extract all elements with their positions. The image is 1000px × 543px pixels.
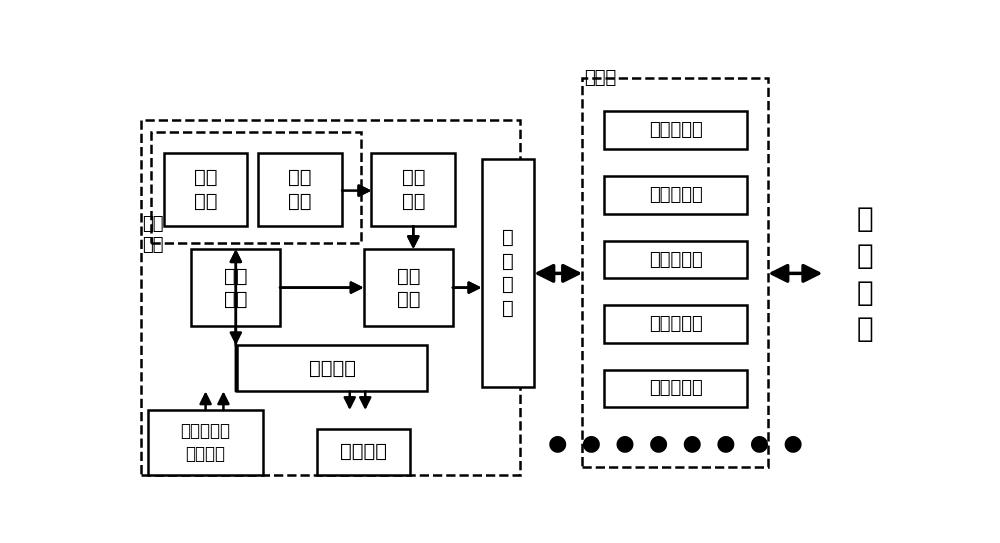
Bar (317, 429, 410, 475)
Bar (164, 153, 247, 226)
Bar (140, 119, 520, 475)
Text: 逻辑
关联: 逻辑 关联 (397, 267, 420, 309)
Bar (604, 176, 747, 214)
Bar (237, 345, 427, 392)
Text: 测试结果: 测试结果 (340, 443, 387, 462)
Bar (191, 249, 280, 326)
Text: 模拟量输出: 模拟量输出 (649, 121, 703, 139)
Text: 测试仪: 测试仪 (585, 69, 617, 87)
Text: 人机界面: 人机界面 (309, 359, 356, 378)
Text: 数字量输出: 数字量输出 (649, 186, 703, 204)
Bar (604, 111, 747, 149)
Bar (258, 153, 342, 226)
Text: 直流量输出: 直流量输出 (649, 250, 703, 269)
Text: 测
试
程
序: 测 试 程 序 (502, 229, 514, 318)
Text: 开入量输出: 开入量输出 (649, 380, 703, 397)
Bar (604, 241, 747, 279)
Text: 开出量输出: 开出量输出 (649, 315, 703, 333)
Bar (371, 153, 455, 226)
Text: 测试
模块: 测试 模块 (402, 168, 425, 211)
Bar (604, 370, 747, 407)
Bar (364, 249, 453, 326)
Bar (151, 132, 361, 243)
Text: ●  ●  ●  ●  ●  ●  ●  ●: ● ● ● ● ● ● ● ● (548, 433, 803, 453)
Text: 组态
环境: 组态 环境 (194, 168, 217, 211)
Text: 开
关
设
备: 开 关 设 备 (857, 205, 873, 343)
Text: 模型
数据: 模型 数据 (288, 168, 312, 211)
Text: 组态
软件: 组态 软件 (142, 215, 164, 254)
Text: 组态
脚本: 组态 脚本 (224, 267, 247, 309)
Bar (148, 410, 263, 475)
Bar (482, 159, 534, 387)
Bar (582, 78, 768, 466)
Bar (604, 305, 747, 343)
Text: 用户自定义
测试项目: 用户自定义 测试项目 (181, 422, 231, 463)
